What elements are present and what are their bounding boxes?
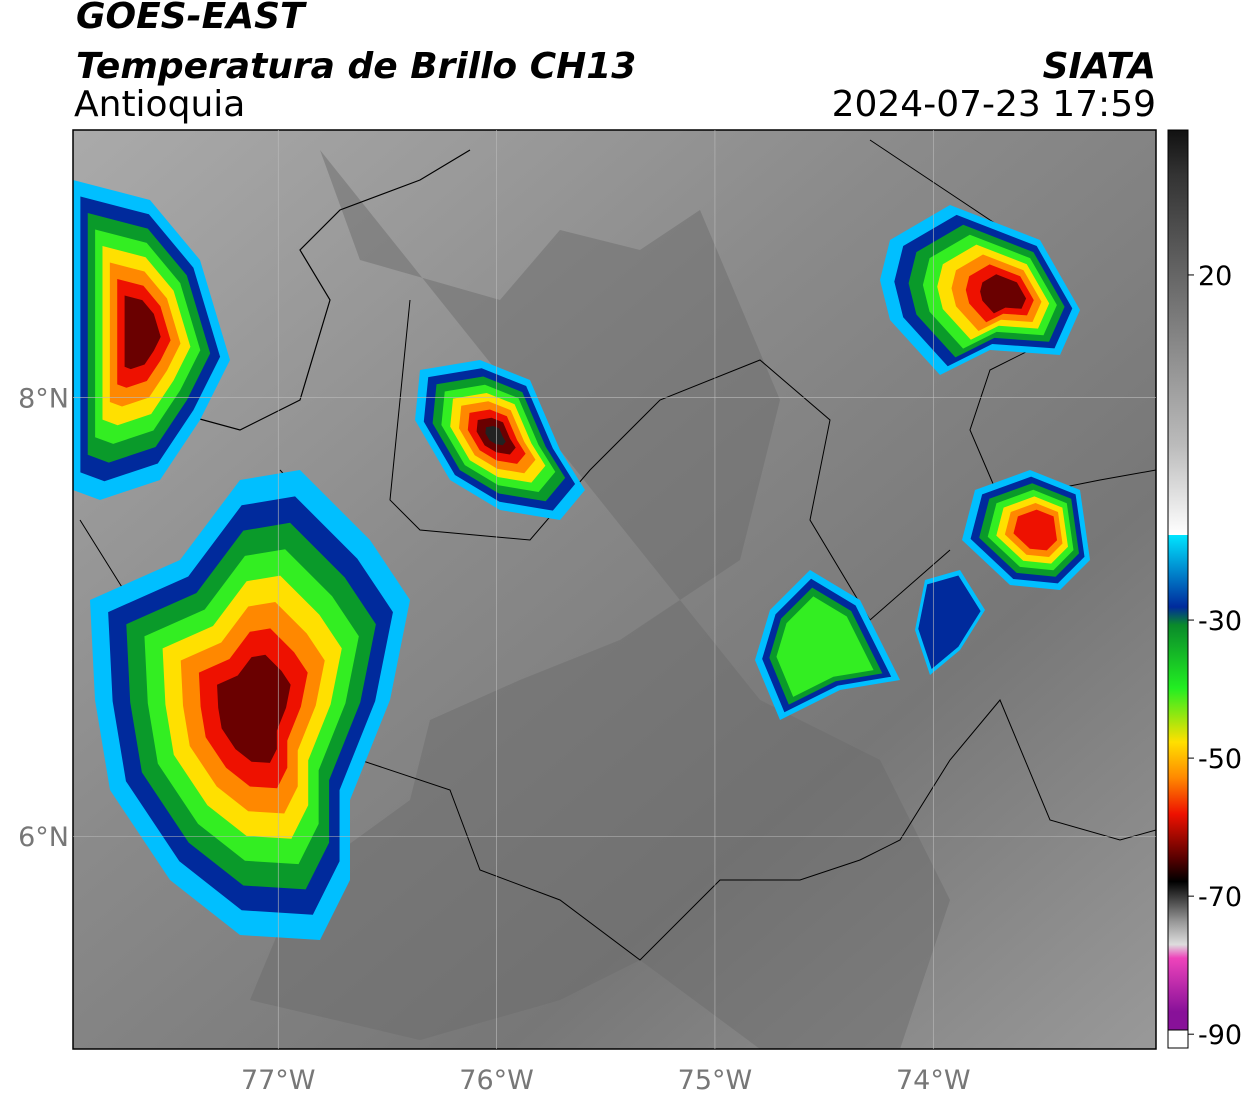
- satellite-title: GOES-EAST: [76, 0, 307, 37]
- colorbar: [1168, 130, 1188, 1030]
- lat-tick-label: 6°N: [18, 822, 69, 853]
- storm-layer: [485, 426, 506, 446]
- storm-layer: [918, 575, 981, 669]
- storms: [73, 180, 1090, 940]
- storm-layer: [124, 295, 161, 370]
- terrain-shade: [250, 150, 950, 1049]
- colorbar-tick-label: -90: [1198, 1020, 1242, 1051]
- map-frame: [72, 129, 1157, 1050]
- colorbar-tick-label: -50: [1198, 744, 1242, 775]
- colorbar-tick-label: -30: [1198, 606, 1242, 637]
- storm-layer: [776, 596, 874, 697]
- lon-tick-label: 76°W: [459, 1065, 534, 1096]
- colorbar-end: [1167, 1029, 1189, 1049]
- lon-tick-label: 75°W: [678, 1065, 753, 1096]
- lon-tick-label: 77°W: [241, 1065, 316, 1096]
- storm-layer: [1013, 509, 1057, 551]
- lat-tick-label: 8°N: [18, 384, 69, 415]
- map: 77°W 76°W 75°W 74°W 8°N 6°N: [18, 129, 1157, 1096]
- coastline: [129, 149, 471, 431]
- product-title: Temperatura de Brillo CH13: [76, 46, 636, 87]
- region-label: Antioquia: [74, 84, 245, 125]
- colorbar-tick-label: -70: [1198, 882, 1242, 913]
- datetime-label: 2024-07-23 17:59: [832, 84, 1156, 125]
- storm-layer: [980, 274, 1027, 314]
- colorbar-frame: [1167, 129, 1189, 1049]
- lon-tick-label: 74°W: [896, 1065, 971, 1096]
- border: [389, 299, 951, 621]
- colorbar-tick-label: 20: [1198, 261, 1232, 292]
- border: [279, 469, 1157, 961]
- source-label: SIATA: [1043, 46, 1156, 87]
- storm-layer: [217, 654, 291, 763]
